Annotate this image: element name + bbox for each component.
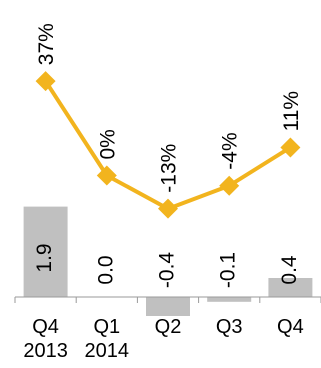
bar <box>23 206 68 297</box>
line-marker <box>219 175 240 196</box>
line-value-label: 0% <box>96 129 119 159</box>
line-value-label: -13% <box>158 144 181 193</box>
x-tick-label: Q4 <box>32 316 59 338</box>
line-marker <box>35 71 56 92</box>
x-tick-label: Q4 <box>277 316 304 338</box>
bar-value-label: -0.1 <box>217 252 240 288</box>
x-tick-label: 2013 <box>23 340 68 362</box>
x-tick-label: Q3 <box>216 316 243 338</box>
bar <box>207 297 252 302</box>
line-value-labels: 37% 0% -13% -4% 11% <box>35 23 303 193</box>
line-marker <box>280 137 301 158</box>
x-tick-label: Q1 <box>93 316 120 338</box>
line-value-label: 37% <box>35 23 58 65</box>
line-value-label: 11% <box>280 91 303 131</box>
bar-value-label: 1.9 <box>33 243 56 272</box>
x-tick-label: 2014 <box>85 340 130 362</box>
line-value-label: -4% <box>219 132 242 169</box>
bar-value-label: 0.0 <box>94 255 117 284</box>
bar-value-labels: 1.9 0.0 -0.4 -0.1 0.4 <box>33 243 301 288</box>
line-marker <box>96 165 117 186</box>
x-tick-label: Q2 <box>155 316 182 338</box>
bar-value-label: -0.4 <box>156 252 179 289</box>
bar-value-label: 0.4 <box>278 255 301 285</box>
line-series <box>35 71 301 219</box>
line-marker <box>158 198 178 219</box>
bar <box>268 278 313 297</box>
bar <box>146 297 190 316</box>
bar-series <box>23 206 313 316</box>
